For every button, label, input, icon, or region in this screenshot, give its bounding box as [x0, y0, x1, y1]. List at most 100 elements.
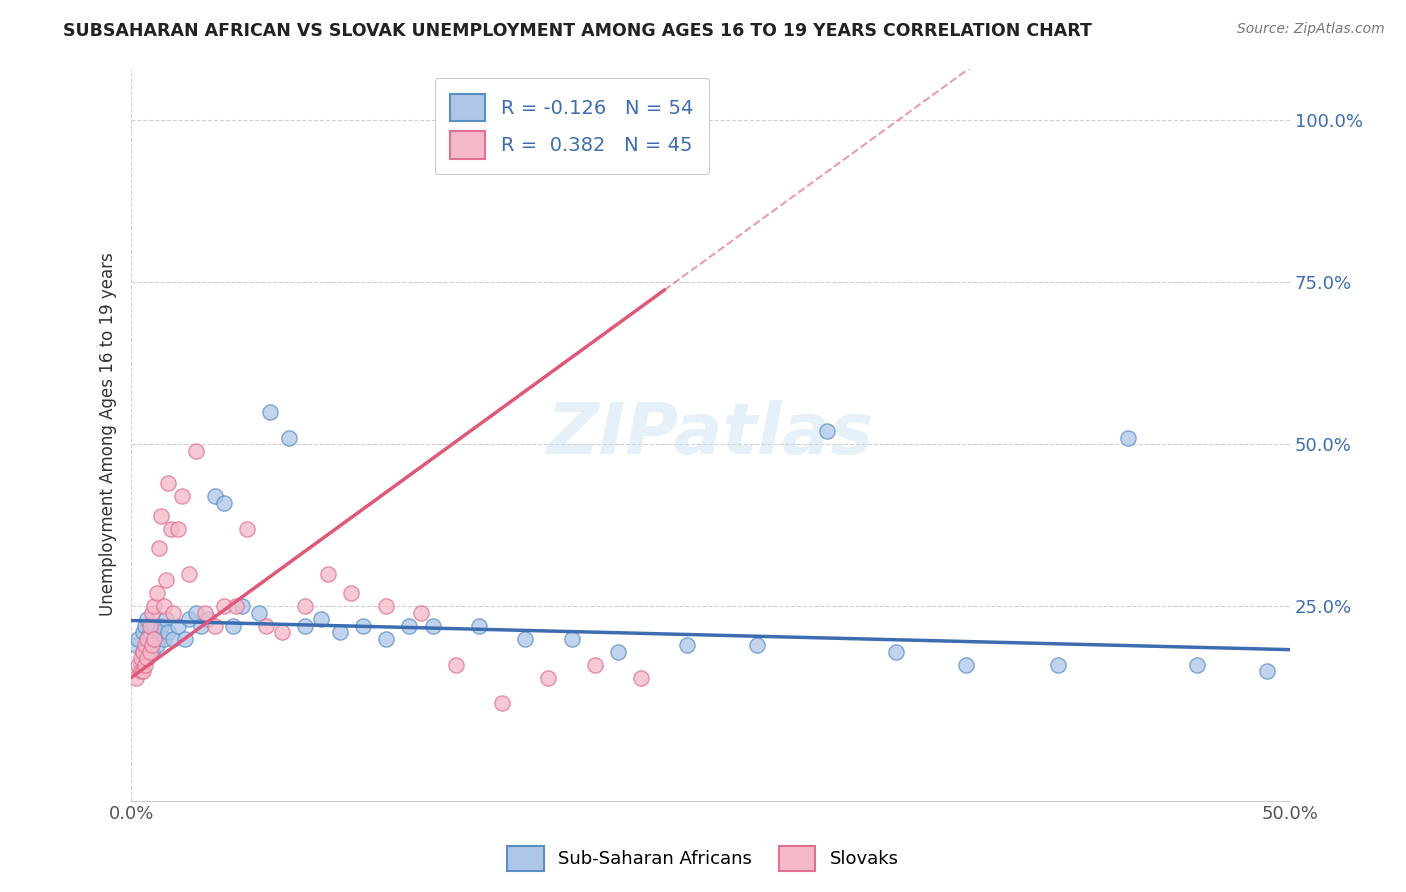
Point [277, 431, 299, 445]
Point [139, 638, 162, 652]
Point [236, 522, 259, 536]
Point [129, 664, 152, 678]
Point [141, 638, 163, 652]
Point [173, 632, 195, 646]
Point [225, 599, 247, 614]
Point [254, 618, 277, 632]
Point [1047, 657, 1070, 672]
Point [294, 599, 316, 614]
Point [125, 638, 148, 652]
Point [745, 638, 768, 652]
Point [136, 651, 159, 665]
Legend: Sub-Saharan Africans, Slovaks: Sub-Saharan Africans, Slovaks [501, 838, 905, 879]
Point [270, 625, 292, 640]
Point [515, 632, 537, 646]
Point [316, 566, 339, 581]
Point [1116, 431, 1139, 445]
Point [141, 606, 163, 620]
Point [468, 618, 491, 632]
Point [155, 574, 177, 588]
Point [398, 618, 420, 632]
Text: ZIPatlas: ZIPatlas [547, 401, 875, 469]
Point [134, 657, 156, 672]
Point [143, 632, 166, 646]
Point [143, 618, 166, 632]
Point [132, 645, 155, 659]
Point [375, 599, 398, 614]
Text: Source: ZipAtlas.com: Source: ZipAtlas.com [1237, 22, 1385, 37]
Point [141, 645, 163, 659]
Point [157, 625, 180, 640]
Y-axis label: Unemployment Among Ages 16 to 19 years: Unemployment Among Ages 16 to 19 years [100, 252, 117, 616]
Point [194, 606, 217, 620]
Point [884, 645, 907, 659]
Point [129, 651, 152, 665]
Point [132, 625, 155, 640]
Point [179, 612, 201, 626]
Point [815, 425, 838, 439]
Point [422, 618, 444, 632]
Point [152, 632, 174, 646]
Point [409, 606, 432, 620]
Point [491, 697, 513, 711]
Point [375, 632, 398, 646]
Point [157, 476, 180, 491]
Point [294, 618, 316, 632]
Text: SUBSAHARAN AFRICAN VS SLOVAK UNEMPLOYMENT AMONG AGES 16 TO 19 YEARS CORRELATION : SUBSAHARAN AFRICAN VS SLOVAK UNEMPLOYMEN… [63, 22, 1092, 40]
Point [134, 638, 156, 652]
Point [311, 612, 333, 626]
Point [561, 632, 583, 646]
Legend: R = -0.126   N = 54, R =  0.382   N = 45: R = -0.126 N = 54, R = 0.382 N = 45 [434, 78, 709, 174]
Point [136, 632, 159, 646]
Point [159, 522, 181, 536]
Point [136, 632, 159, 646]
Point [259, 405, 281, 419]
Point [606, 645, 628, 659]
Point [212, 599, 235, 614]
Point [329, 625, 352, 640]
Point [134, 651, 156, 665]
Point [150, 618, 173, 632]
Point [166, 522, 188, 536]
Point [143, 632, 166, 646]
Point [145, 586, 167, 600]
Point [125, 671, 148, 685]
Point [340, 586, 363, 600]
Point [197, 612, 219, 626]
Point [162, 632, 184, 646]
Point [204, 618, 226, 632]
Point [155, 612, 177, 626]
Point [139, 645, 162, 659]
Point [179, 566, 201, 581]
Point [127, 632, 149, 646]
Point [139, 625, 162, 640]
Point [150, 508, 173, 523]
Point [222, 618, 245, 632]
Point [145, 638, 167, 652]
Point [134, 618, 156, 632]
Point [129, 657, 152, 672]
Point [630, 671, 652, 685]
Point [204, 489, 226, 503]
Point [152, 599, 174, 614]
Point [352, 618, 374, 632]
Point [231, 599, 253, 614]
Point [955, 657, 977, 672]
Point [1187, 657, 1209, 672]
Point [132, 664, 155, 678]
Point [127, 657, 149, 672]
Point [172, 489, 194, 503]
Point [537, 671, 560, 685]
Point [143, 599, 166, 614]
Point [139, 618, 162, 632]
Point [676, 638, 699, 652]
Point [186, 443, 208, 458]
Point [148, 625, 170, 640]
Point [148, 541, 170, 555]
Point [136, 612, 159, 626]
Point [1256, 664, 1278, 678]
Point [212, 495, 235, 509]
Point [186, 606, 208, 620]
Point [583, 657, 606, 672]
Point [190, 618, 212, 632]
